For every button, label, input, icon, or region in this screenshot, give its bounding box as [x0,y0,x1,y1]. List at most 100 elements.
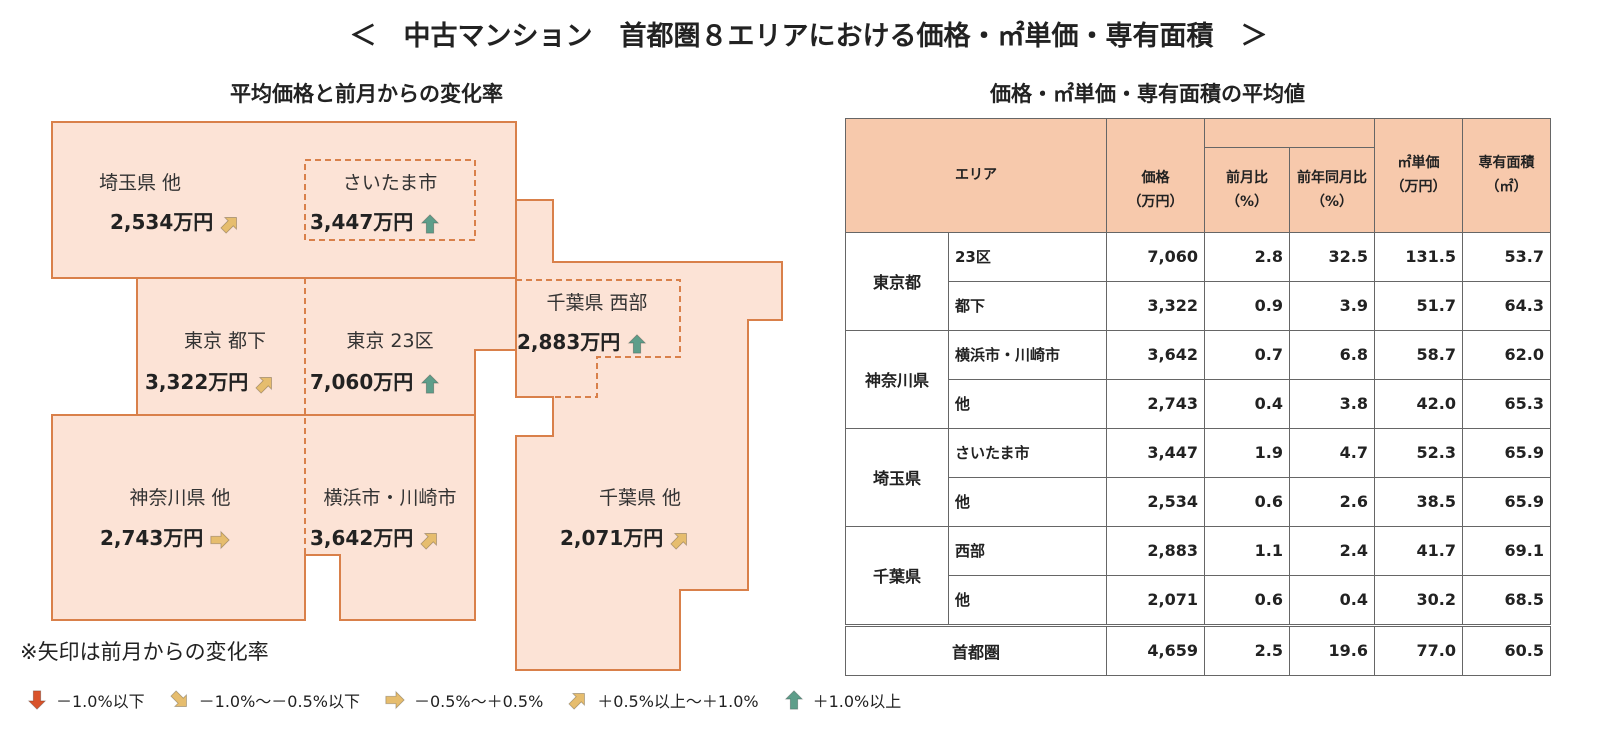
map-region-name: 神奈川県 他 [129,487,231,509]
value-cell: 0.4 [1289,574,1375,626]
legend-item: －1.0%以下 [20,688,145,712]
header-mom: 前月比 （%） [1204,147,1290,233]
legend: －1.0%以下 －1.0%～－0.5%以下 －0.5%～＋0.5% ＋0.5%以上～＋… [20,688,901,712]
page-title: ＜ 中古マンション 首都圏８エリアにおける価格・㎡単価・専有面積 ＞ [349,21,1268,52]
region-chiba [515,199,783,671]
subarea-cell: 都下 [948,280,1107,331]
pref-cell: 神奈川県 [845,329,949,429]
map-region-name: 東京 都下 [183,330,267,352]
header-area-size: 専有面積 （㎡） [1462,118,1551,233]
value-cell: 4.7 [1289,427,1375,478]
value-cell: 2.6 [1289,476,1375,527]
value-cell: 1.9 [1204,427,1290,478]
value-cell: 2,534 [1106,476,1205,527]
flat-arrow-icon [385,690,405,710]
value-cell: 62.0 [1462,329,1551,380]
legend-item: ＋0.5%以上～＋1.0% [561,688,759,712]
map-region-name: 千葉県 西部 [546,292,648,314]
map-region-name: 横浜市・川崎市 [323,487,457,509]
pref-cell: 千葉県 [845,525,949,626]
value-cell: 1.1 [1204,525,1290,576]
table-row: 千葉県 西部 2,883 1.1 2.4 41.7 69.1 [845,525,1551,626]
value-cell: 3.8 [1289,378,1375,429]
header-unit-price: ㎡単価 （万円） [1374,118,1463,233]
map-region-name: さいたま市 [342,172,438,194]
up-arrow-icon [420,373,440,394]
value-cell: 3,322 [1106,280,1205,331]
header-price: 価格 （万円） [1106,147,1205,233]
map-region-price: 2,534万円 [110,206,241,235]
region-kanagawa [51,414,476,621]
total-value: 4,659 [1106,623,1205,676]
total-value: 2.5 [1204,623,1290,676]
table-row: 他 2,071 0.6 0.4 30.2 68.5 [846,574,1551,626]
value-cell: 3.9 [1289,280,1375,331]
map-region-price: 2,071万円 [560,522,691,551]
value-cell: 131.5 [1374,231,1463,282]
total-value: 60.5 [1462,623,1551,676]
value-cell: 2,071 [1106,574,1205,626]
value-cell: 6.8 [1289,329,1375,380]
value-cell: 69.1 [1462,525,1551,576]
saitama-city-border [304,159,476,241]
subarea-cell: 横浜市・川崎市 [948,329,1107,380]
value-cell: 3,447 [1106,427,1205,478]
value-cell: 42.0 [1374,378,1463,429]
legend-item: －0.5%～＋0.5% [378,688,543,712]
subarea-cell: 他 [948,574,1107,626]
total-label: 首都圏 [845,623,1107,676]
slight-up-arrow-icon [420,532,438,550]
value-cell: 53.7 [1462,231,1551,282]
value-cell: 0.9 [1204,280,1290,331]
total-value: 77.0 [1374,623,1463,676]
value-cell: 0.4 [1204,378,1290,429]
value-cell: 64.3 [1462,280,1551,331]
table-title: 価格・㎡単価・専有面積の平均値 [990,82,1305,106]
flat-arrow-icon [210,530,231,549]
value-cell: 65.3 [1462,378,1551,429]
table-row: 他 2,534 0.6 2.6 38.5 65.9 [846,476,1551,527]
slight-up-arrow-icon [568,693,586,710]
up-arrow-icon [627,333,647,354]
slight-up-arrow-icon [220,216,238,234]
map-region-price: 2,883万円 [517,326,648,355]
slight-up-arrow-icon [670,532,688,550]
value-cell: 2,883 [1106,525,1205,576]
subarea-cell: さいたま市 [948,427,1107,478]
slight-down-arrow-icon [169,690,187,707]
up-arrow-icon [784,690,803,710]
table-row: 都下 3,322 0.9 3.9 51.7 64.3 [846,280,1551,331]
slight-up-arrow-icon [255,376,273,394]
value-cell: 0.6 [1204,574,1290,626]
pref-cell: 東京都 [845,231,949,331]
value-cell: 58.7 [1374,329,1463,380]
map-region-name: 埼玉県 他 [98,172,182,194]
table-row: 東京都 23区 7,060 2.8 32.5 131.5 53.7 [845,231,1551,331]
subarea-cell: 他 [948,476,1107,527]
map-region-price: 3,642万円 [310,522,441,551]
value-cell: 38.5 [1374,476,1463,527]
value-cell: 30.2 [1374,574,1463,626]
total-value: 19.6 [1289,623,1375,676]
map-title: 平均価格と前月からの変化率 [230,82,503,106]
subarea-cell: 23区 [948,231,1107,282]
subarea-cell: 西部 [948,525,1107,576]
table-row: 埼玉県 さいたま市 3,447 1.9 4.7 52.3 65.9 [845,427,1551,527]
value-cell: 0.6 [1204,476,1290,527]
legend-item: ＋1.0%以上 [777,688,901,712]
value-cell: 65.9 [1462,427,1551,478]
value-cell: 3,642 [1106,329,1205,380]
table-row: 神奈川県 横浜市・川崎市 3,642 0.7 6.8 58.7 62.0 [845,329,1551,429]
note: ※矢印は前月からの変化率 [20,640,269,664]
total-row: 首都圏 4,659 2.5 19.6 77.0 60.5 [845,623,1551,676]
value-cell: 2,743 [1106,378,1205,429]
value-cell: 65.9 [1462,476,1551,527]
header-area: エリア [845,118,1107,233]
value-cell: 68.5 [1462,574,1551,626]
up-arrow-icon [420,213,440,234]
subarea-cell: 他 [948,378,1107,429]
value-cell: 0.7 [1204,329,1290,380]
map-region-price: 3,322万円 [145,366,276,395]
legend-item: －1.0%～－0.5%以下 [163,688,360,712]
region-saitama [51,121,517,279]
